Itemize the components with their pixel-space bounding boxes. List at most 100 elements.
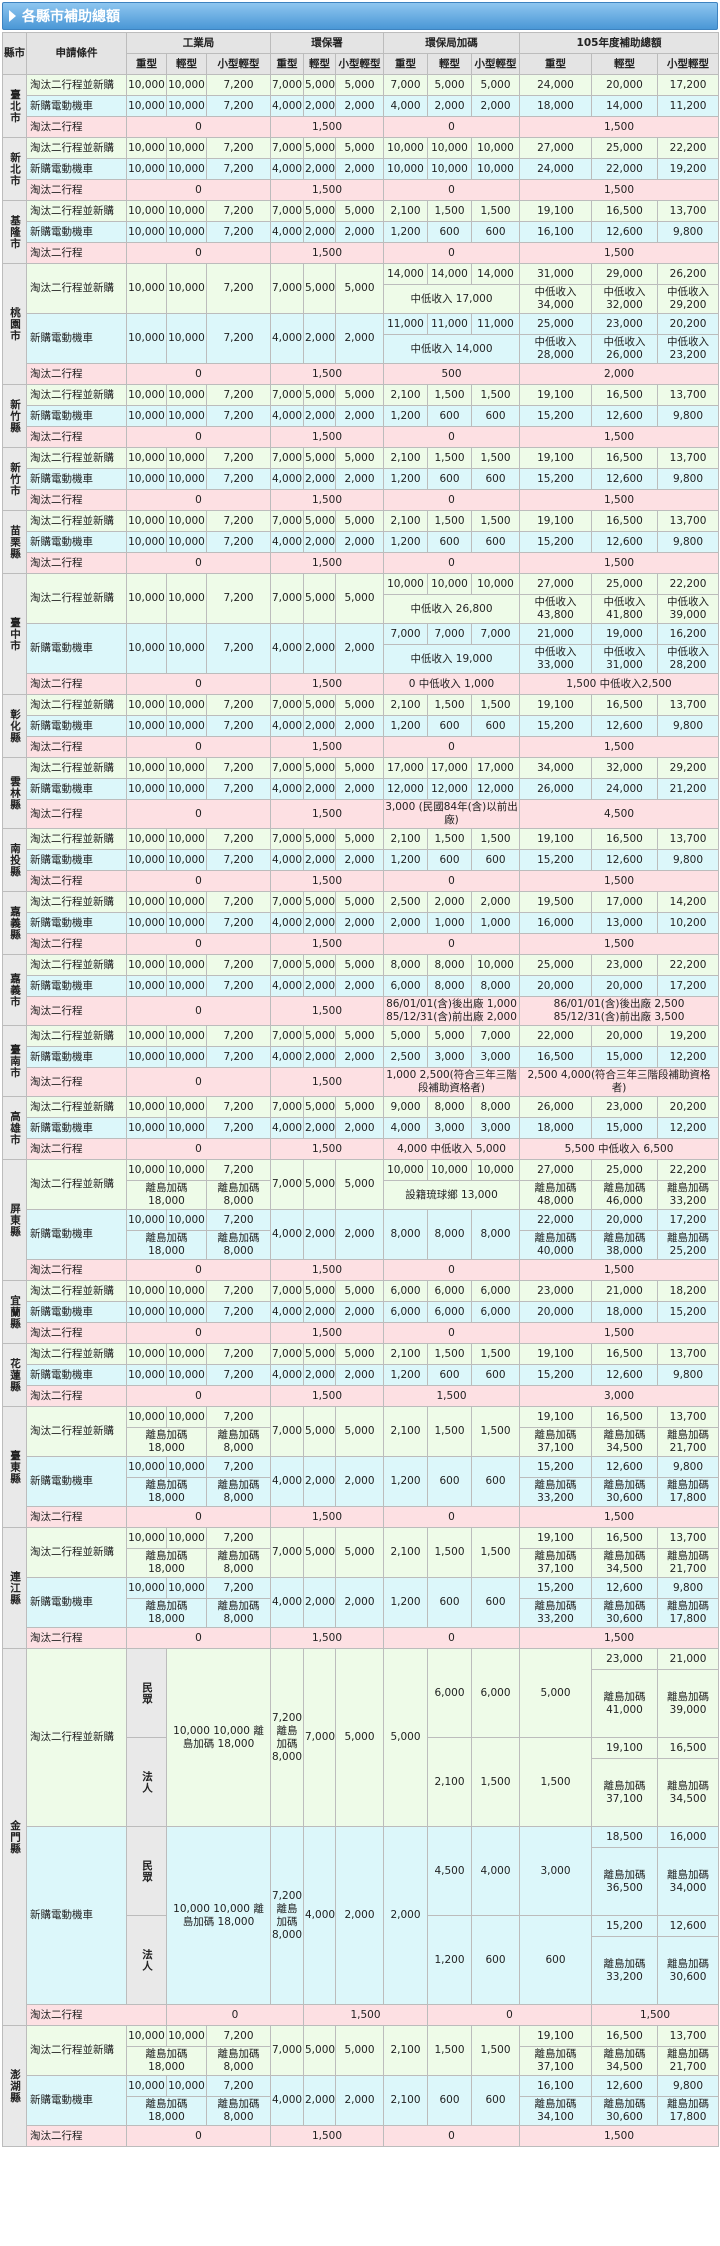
table-cell: 7,200 (206, 95, 271, 117)
table-cell: 7,200 (206, 1025, 271, 1047)
table-cell: 600 (427, 531, 472, 553)
condition-cell: 淘汰二行程 (26, 116, 127, 138)
table-cell: 5,500 中低收入 6,500 (518, 1138, 720, 1160)
table-cell: 0 (126, 2125, 271, 2147)
table-cell: 離島加碼 18,000 (126, 1477, 207, 1507)
table-row: 新購電動機車 10,000 10,000 7,200 4,000 2,000 2,000 4,… (3, 1117, 720, 1139)
condition-cell: 淘汰二行程 (26, 489, 127, 511)
table-cell: 19,100 (519, 694, 592, 716)
table-cell: 2,100 (383, 447, 428, 469)
condition-cell: 新購電動機車 (26, 221, 127, 243)
table-cell: 2,000 (303, 1577, 336, 1628)
table-cell: 7,200 (206, 221, 271, 243)
table-cell: 1,500 (270, 1259, 384, 1281)
table-cell: 1,200 (383, 405, 428, 427)
table-cell: 5,000 (303, 1406, 336, 1457)
table-cell: 31,000 (519, 263, 592, 285)
table-cell: 600 (471, 1456, 520, 1507)
table-cell: 2,100 (383, 1406, 428, 1457)
table-cell: 10,000 (166, 384, 207, 406)
table-row: 臺東縣 淘汰二行程並新購 10,000 10,000 7,200 7,000 5,000 5,… (2, 1406, 720, 1528)
table-cell: 9,800 (656, 849, 720, 871)
table-cell: 10,000 (126, 757, 167, 779)
table-cell: 7,200 (206, 468, 271, 490)
table-cell: 1,500 (518, 870, 720, 892)
condition-cell: 淘汰二行程並新購 (26, 1406, 127, 1457)
table-cell: 5,000 (335, 694, 384, 716)
table-cell: 7,200 (206, 1456, 271, 1478)
table-cell: 7,200 (206, 715, 271, 737)
table-cell: 18,200 (656, 1280, 720, 1302)
table-cell: 7,200 (206, 954, 271, 976)
table-cell: 10,000 (126, 384, 167, 406)
table-cell: 9,800 (656, 468, 720, 490)
table-cell: 2,000 (303, 1364, 336, 1386)
table-cell: 7,000 (270, 384, 304, 406)
table-cell: 2,000 (303, 1209, 336, 1260)
county-cell: 臺南市 (2, 1025, 27, 1097)
table-cell: 7,000 (270, 1025, 304, 1047)
table-cell: 0 (126, 673, 271, 695)
table-cell: 2,000 (303, 95, 336, 117)
table-cell: 1,500 (518, 426, 720, 448)
table-cell: 15,200 (519, 405, 592, 427)
table-row: 離島加碼 18,000 離島加碼8,000 離島加碼37,100 離島加碼34,500… (3, 1427, 720, 1457)
table-cell: 7,000 (270, 74, 304, 96)
table-cell: 離島加碼 18,000 (126, 1548, 207, 1578)
table-cell: 4,000 (270, 1209, 304, 1260)
table-cell: 10,200 (656, 912, 720, 934)
condition-cell: 新購電動機車 (26, 715, 127, 737)
table-cell: 離島加碼 18,000 (126, 2046, 207, 2076)
table-cell: 7,000 (270, 954, 304, 976)
section-title-bar: 各縣市補助總額 (2, 2, 718, 30)
table-cell: 離島加碼30,600 (591, 1477, 658, 1507)
table-cell: 1,500 (270, 1322, 384, 1344)
table-cell: 0 (126, 116, 271, 138)
table-cell: 16,500 (591, 2025, 658, 2047)
condition-cell: 淘汰二行程 (26, 996, 127, 1026)
table-cell: 10,000 (126, 263, 167, 314)
table-cell: 13,700 (656, 1406, 720, 1428)
table-cell: 4,000 (270, 912, 304, 934)
table-cell: 1,000 (471, 912, 520, 934)
table-cell: 0 (126, 242, 271, 264)
header-local-bonus: 環保局加碼 (383, 32, 520, 54)
table-cell: 1,200 (383, 468, 428, 490)
condition-cell: 淘汰二行程並新購 (26, 694, 127, 716)
header-small: 小型輕型 (656, 53, 720, 75)
table-cell: 離島加碼34,500 (656, 1758, 720, 1827)
table-row: 新購電動機車 10,000 10,000 7,200 4,000 2,000 2,000 1,… (3, 1364, 720, 1386)
table-cell: 離島加碼38,000 (591, 1230, 658, 1260)
table-cell: 12,600 (591, 1456, 658, 1478)
table-row: 淘汰二行程 0 1,500 4,000 中低收入 5,000 5,500 中低收入 6,… (3, 1138, 720, 1160)
table-cell: 26,000 (519, 1096, 592, 1118)
condition-cell: 淘汰二行程 (26, 1322, 127, 1344)
table-cell: 10,000 (126, 158, 167, 180)
table-cell: 1,500 (270, 870, 384, 892)
table-cell: 18,000 (519, 95, 592, 117)
table-row: 淘汰二行程 0 1,500 0 1,500 (3, 179, 720, 201)
table-cell: 離島加碼21,700 (656, 2046, 720, 2076)
table-row: 新購電動機車 10,000 10,000 7,200 4,000 2,000 2,000 6,… (3, 975, 720, 997)
table-cell: 2,100 (383, 1343, 428, 1365)
table-cell: 1,500 (427, 694, 472, 716)
table-row: 淘汰二行程 0 1,500 0 1,500 (3, 1259, 720, 1281)
table-cell: 10,000 (166, 137, 207, 159)
table-cell: 離島加碼37,100 (519, 1427, 592, 1457)
table-cell: 10,000 (166, 757, 207, 779)
table-cell: 1,500 (471, 1737, 520, 1827)
table-cell: 9,800 (656, 1364, 720, 1386)
table-cell: 10,000 (166, 2025, 207, 2047)
table-cell: 19,100 (591, 1737, 658, 1759)
table-cell: 17,000 (471, 757, 520, 779)
table-cell: 23,000 (591, 1648, 658, 1670)
table-cell: 0 (383, 426, 520, 448)
table-cell: 23,000 (591, 313, 658, 335)
condition-cell: 淘汰二行程並新購 (26, 510, 127, 532)
table-cell: 5,000 (303, 573, 336, 624)
table-cell: 5,000 (335, 2025, 384, 2076)
header-light: 輕型 (591, 53, 658, 75)
table-cell: 1,500 (270, 242, 384, 264)
table-cell: 0 (383, 2125, 520, 2147)
table-cell: 0 (126, 799, 271, 829)
